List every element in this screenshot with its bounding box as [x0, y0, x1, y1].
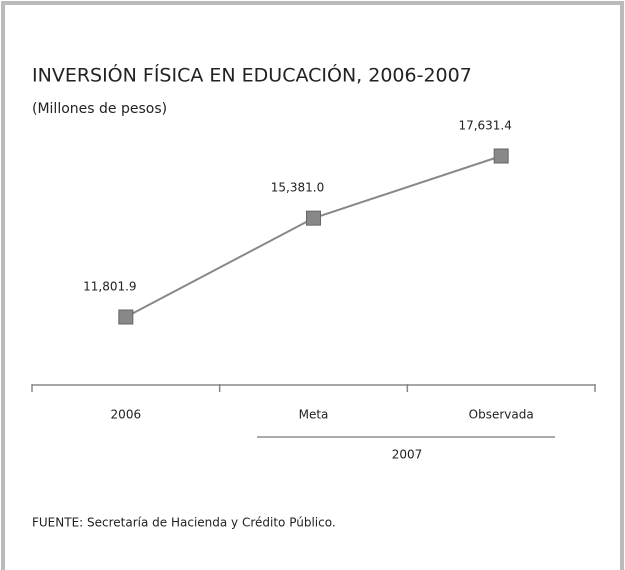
- x-tick-label: Observada: [469, 408, 534, 422]
- x-tick-label: 2006: [111, 408, 142, 422]
- chart-subtitle: (Millones de pesos): [32, 101, 167, 117]
- value-label: 17,631.4: [458, 119, 511, 133]
- chart-title: INVERSIÓN FÍSICA EN EDUCACIÓN, 2006-2007: [32, 63, 472, 87]
- value-label: 11,801.9: [83, 280, 136, 294]
- marker: [306, 210, 321, 226]
- x-tick-label: Meta: [299, 408, 329, 422]
- value-label: 15,381.0: [271, 181, 324, 195]
- source-note: FUENTE: Secretaría de Hacienda y Crédito…: [32, 516, 336, 530]
- group-label: 2007: [392, 448, 423, 462]
- marker: [493, 148, 509, 164]
- marker: [118, 309, 134, 325]
